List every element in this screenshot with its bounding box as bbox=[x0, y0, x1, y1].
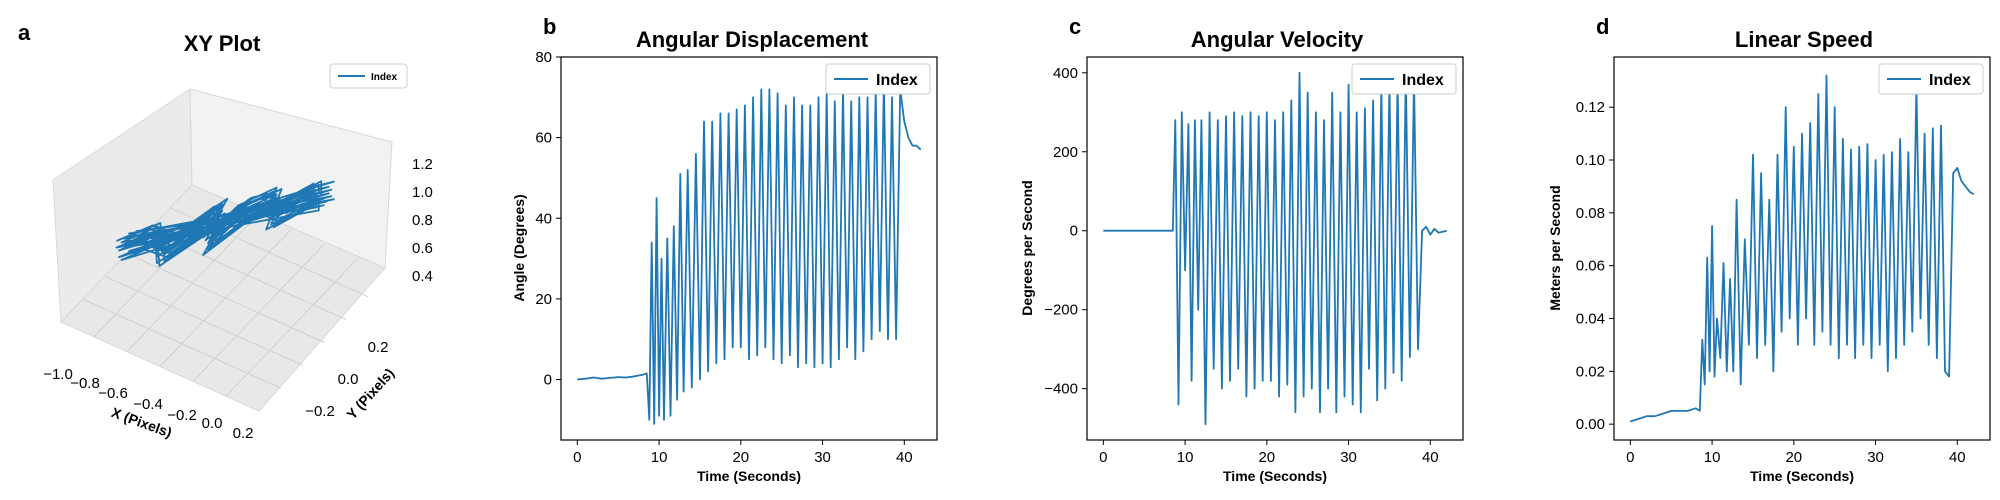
x-tick-label: 10 bbox=[1704, 449, 1721, 466]
x-tick-label: 20 bbox=[1258, 449, 1275, 466]
panel-d-ticks: 0 10 20 30 40 0.00 0.02 0.04 0.06 0.08 0.10 0.12 bbox=[1576, 99, 1966, 466]
z-tick-label: 0.4 bbox=[412, 268, 433, 285]
y-tick-label: 0 bbox=[544, 372, 552, 389]
panel-a-title: XY Plot bbox=[184, 31, 261, 56]
x-tick-label: 40 bbox=[1422, 449, 1439, 466]
z-tick-label: 1.2 bbox=[412, 156, 433, 173]
x-tick-label: 40 bbox=[1949, 449, 1966, 466]
legend-box bbox=[1351, 63, 1457, 95]
panel-a-xy-plot: XY Plot −1.0 −0.8 −0.6 −0.4 −0.2 0.0 0.2… bbox=[43, 31, 433, 442]
x-tick-label: 30 bbox=[1340, 449, 1357, 466]
legend-box bbox=[825, 63, 931, 95]
y-tick-label: −400 bbox=[1044, 381, 1078, 398]
panel-c-y-label: Degrees per Second bbox=[1019, 180, 1035, 315]
y-tick-label: 20 bbox=[535, 291, 552, 308]
x-tick-label: 30 bbox=[814, 449, 831, 466]
y-tick-label: 40 bbox=[535, 210, 552, 227]
panel-letter-c: c bbox=[1069, 14, 1081, 39]
y-tick-label: 200 bbox=[1053, 144, 1078, 161]
y-tick-label: 60 bbox=[535, 130, 552, 147]
x-tick-label: 0.2 bbox=[233, 425, 254, 442]
panel-c-ticks: 0 10 20 30 40 −400 −200 0 200 400 bbox=[1044, 65, 1438, 466]
x-tick-label: 0 bbox=[573, 449, 581, 466]
y-tick-label: 0.08 bbox=[1576, 205, 1605, 222]
y-tick-labels-3d: −0.2 0.0 0.2 bbox=[305, 339, 388, 420]
legend-3d: Index bbox=[329, 63, 408, 89]
panel-d-x-label: Time (Seconds) bbox=[1750, 468, 1854, 484]
panel-letter-a: a bbox=[18, 20, 31, 45]
panel-c-angular-velocity: Angular Velocity 0 10 20 30 40 −400 −200 0 200 40… bbox=[1019, 27, 1464, 484]
y-tick-label: 0.2 bbox=[368, 339, 389, 356]
y-tick-label: −0.2 bbox=[305, 403, 335, 420]
z-tick-labels-3d: 0.4 0.6 0.8 1.0 1.2 bbox=[412, 156, 433, 285]
z-tick-label: 1.0 bbox=[412, 184, 433, 201]
y-tick-label: 0.04 bbox=[1576, 310, 1605, 327]
panel-d-linear-speed: Linear Speed 0 10 20 30 40 0.00 0.02 0.04 0.06 0.… bbox=[1547, 27, 1991, 484]
panel-b-angular-displacement: Angular Displacement 0 10 20 30 40020406080 … bbox=[511, 27, 938, 484]
y-tick-label: 0.02 bbox=[1576, 363, 1605, 380]
series-line-index-3d bbox=[115, 180, 335, 267]
panel-b-frame bbox=[560, 56, 938, 441]
panel-b-title: Angular Displacement bbox=[636, 27, 869, 52]
panel-d-title: Linear Speed bbox=[1735, 27, 1873, 52]
z-tick-label: 0.8 bbox=[412, 212, 433, 229]
x-tick-label: −1.0 bbox=[43, 366, 73, 383]
panel-c-legend: Index bbox=[1351, 63, 1457, 95]
legend-label: Index bbox=[371, 72, 398, 83]
panel-d-y-label: Meters per Second bbox=[1547, 185, 1563, 310]
panel-c-x-label: Time (Seconds) bbox=[1223, 468, 1327, 484]
x-tick-label: −0.4 bbox=[133, 396, 163, 413]
y-tick-label: 80 bbox=[535, 49, 552, 66]
panel-d-frame bbox=[1613, 56, 1991, 441]
series-line-index bbox=[1103, 71, 1447, 426]
x-tick-label: −0.8 bbox=[70, 375, 100, 392]
x-tick-label: 0.0 bbox=[202, 415, 223, 432]
y-tick-label: 0.0 bbox=[338, 371, 359, 388]
legend-box bbox=[1878, 63, 1984, 95]
x-tick-label: 30 bbox=[1867, 449, 1884, 466]
panel-b-legend: Index bbox=[825, 63, 931, 95]
x-tick-label: 0 bbox=[1099, 449, 1107, 466]
panel-c-frame bbox=[1086, 56, 1464, 441]
panel-d-series bbox=[1630, 74, 1975, 423]
y-tick-label: 400 bbox=[1053, 65, 1078, 82]
x-tick-label: 20 bbox=[732, 449, 749, 466]
panel-d-legend: Index bbox=[1878, 63, 1984, 95]
series-index-3d-path bbox=[115, 180, 335, 267]
x-tick-labels-3d: −1.0 −0.8 −0.6 −0.4 −0.2 0.0 0.2 bbox=[43, 366, 253, 442]
series-line-index bbox=[1630, 74, 1975, 423]
panel-b-series bbox=[577, 80, 922, 425]
x-tick-label: 40 bbox=[896, 449, 913, 466]
x-tick-label: 0 bbox=[1626, 449, 1634, 466]
y-tick-label: 0.12 bbox=[1576, 99, 1605, 116]
series-line-index bbox=[577, 80, 922, 425]
legend-box bbox=[329, 63, 408, 89]
x-tick-label: 10 bbox=[651, 449, 668, 466]
x-tick-label: −0.6 bbox=[98, 385, 128, 402]
legend-label: Index bbox=[1402, 72, 1444, 89]
panel-c-title: Angular Velocity bbox=[1191, 27, 1364, 52]
x-tick-label: 10 bbox=[1177, 449, 1194, 466]
panel-b-x-label: Time (Seconds) bbox=[697, 468, 801, 484]
panel-b-y-label: Angle (Degrees) bbox=[511, 194, 527, 301]
legend-label: Index bbox=[1929, 72, 1971, 89]
y-tick-label: −200 bbox=[1044, 302, 1078, 319]
panel-letter-b: b bbox=[543, 14, 556, 39]
y-tick-label: 0.10 bbox=[1576, 152, 1605, 169]
x-tick-label: −0.2 bbox=[167, 407, 197, 424]
y-tick-label: 0.06 bbox=[1576, 258, 1605, 275]
x-tick-label: 20 bbox=[1785, 449, 1802, 466]
panel-b-ticks: 0 10 20 30 40 0 20 40 60 80 bbox=[535, 49, 912, 466]
panel-letter-d: d bbox=[1596, 14, 1609, 39]
panel-c-series bbox=[1103, 71, 1447, 426]
z-tick-label: 0.6 bbox=[412, 240, 433, 257]
grid-3d bbox=[82, 199, 369, 397]
y-tick-label: 0.00 bbox=[1576, 416, 1605, 433]
y-tick-label: 0 bbox=[1070, 223, 1078, 240]
legend-label: Index bbox=[876, 72, 918, 89]
